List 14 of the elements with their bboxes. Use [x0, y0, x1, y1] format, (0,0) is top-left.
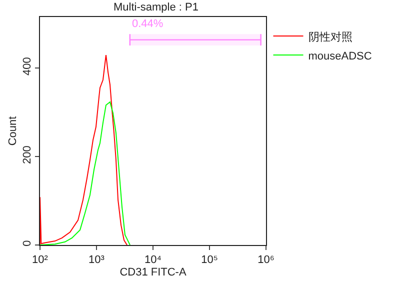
chart-title: Multi-sample : P1	[114, 2, 198, 14]
y-tick-label: 400	[22, 57, 34, 76]
x-tick-label: 10⁶	[258, 254, 274, 266]
x-axis-title: CD31 FITC-A	[120, 266, 187, 278]
x-tick-label: 10⁴	[144, 254, 162, 266]
x-tick-label: 10³	[88, 254, 105, 266]
y-tick-label: 0	[22, 240, 34, 246]
x-tick-label: 10²	[32, 254, 48, 266]
y-axis-title: Count	[7, 116, 20, 146]
band-label: 0.44%	[132, 18, 164, 30]
legend-label: 阴性对照	[308, 30, 352, 44]
legend-label: mouseADSC	[308, 50, 372, 62]
x-tick-label: 10⁵	[201, 254, 218, 266]
y-tick-label: 200	[22, 146, 34, 164]
